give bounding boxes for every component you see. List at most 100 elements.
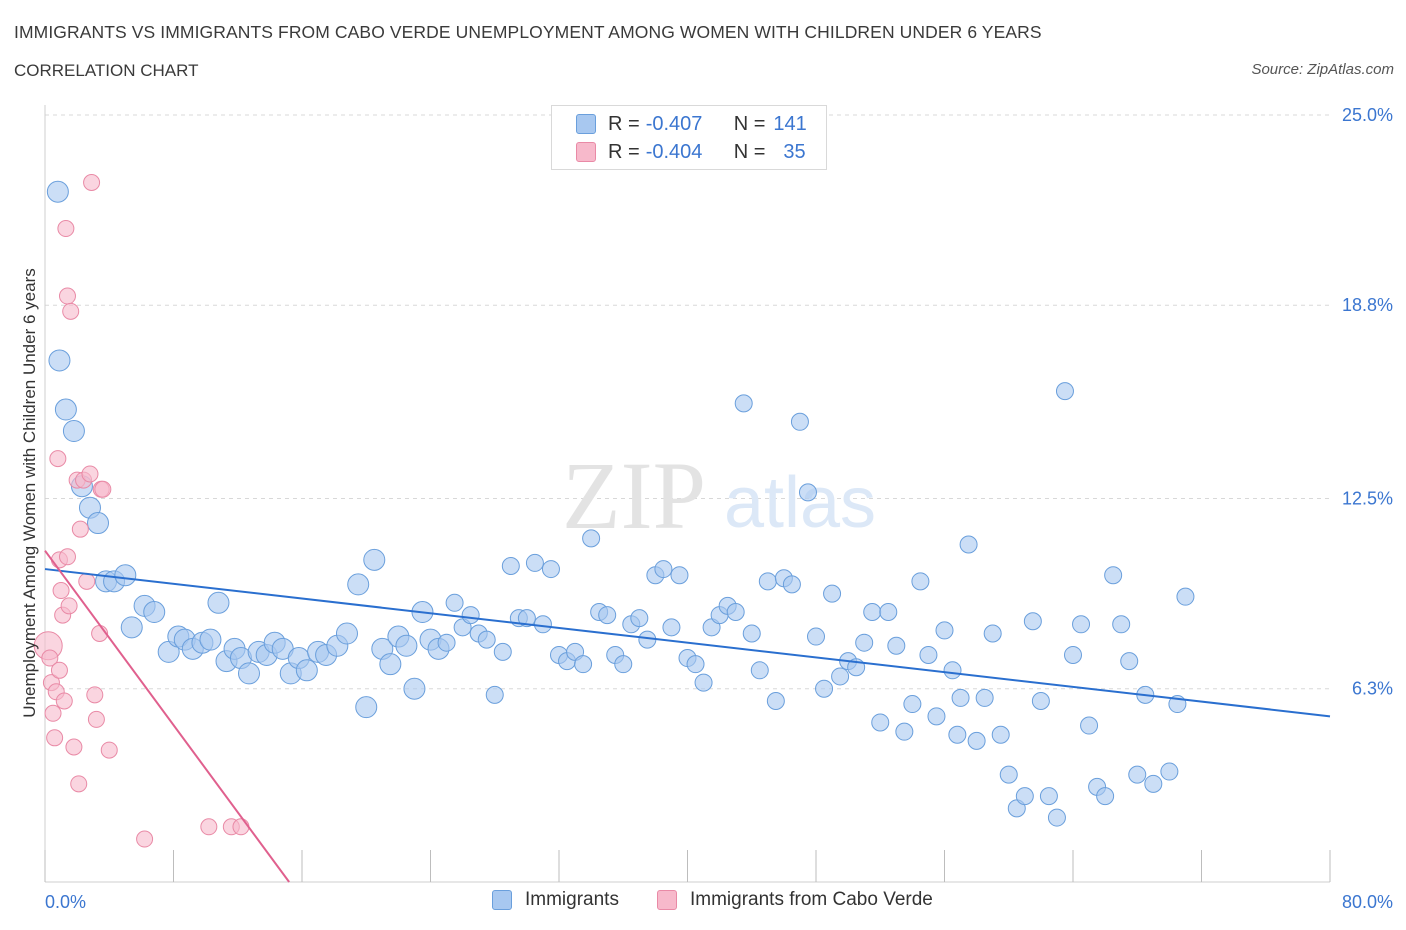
data-point-immigrants [766,691,785,710]
immigrants-points [46,180,1195,827]
data-point-immigrants [654,560,673,579]
series-legend: Immigrants Immigrants from Cabo Verde [0,889,1406,915]
data-point-immigrants [1096,787,1115,806]
data-point-immigrants [1015,787,1034,806]
x-tick-label: 80.0% [1342,892,1393,912]
data-point-immigrants [694,673,713,692]
data-point-cabo-verde [100,741,118,759]
legend-swatch-cabo-verde [576,142,596,162]
data-point-immigrants [1176,587,1195,606]
data-point-cabo-verde [87,710,105,728]
legend-r-label: R = [608,140,640,163]
data-point-immigrants [758,572,777,591]
x-tick-label: 0.0% [45,892,86,912]
data-point-immigrants [983,624,1002,643]
data-point-immigrants [395,634,418,657]
data-point-immigrants [437,633,456,652]
data-point-immigrants [823,584,842,603]
y-tick-label: 18.8% [1342,295,1393,315]
data-point-immigrants [46,180,69,203]
data-point-cabo-verde [58,287,76,305]
data-point-cabo-verde [94,480,112,498]
data-point-immigrants [782,575,801,594]
legend-row-immigrants: R = -0.407 N = 141 [576,112,807,136]
legend-n-label: N = [733,140,766,163]
data-point-immigrants [295,659,318,682]
data-point-cabo-verde [200,818,218,836]
data-point-immigrants [1120,652,1139,671]
data-point-immigrants [943,661,962,680]
data-point-immigrants [1031,691,1050,710]
data-point-cabo-verde [58,548,76,566]
data-point-cabo-verde [57,220,75,238]
trend-line-cabo-verde [44,550,290,883]
data-point-immigrants [887,636,906,655]
legend-n-value: 35 [783,140,806,163]
data-point-immigrants [1055,382,1074,401]
data-point-cabo-verde [41,649,59,667]
data-point-immigrants [1064,645,1082,664]
data-point-cabo-verde [46,729,64,747]
data-point-cabo-verde [86,686,104,704]
trend-lines [44,550,1331,883]
data-point-immigrants [1023,612,1042,631]
data-point-immigrants [461,606,480,625]
data-point-immigrants [1104,566,1123,585]
data-point-cabo-verde [71,520,89,538]
legend-item-label: Immigrants [525,889,619,910]
data-point-immigrants [614,655,633,674]
data-point-immigrants [114,564,137,587]
y-axis-label: Unemployment Among Women with Children U… [20,268,39,717]
cabo-verde-points [33,173,250,848]
data-point-immigrants [143,601,166,624]
data-point-immigrants [598,606,617,625]
data-point-immigrants [815,679,834,698]
y-tick-label: 6.3% [1352,679,1393,699]
data-point-immigrants [686,655,705,674]
data-point-immigrants [54,398,77,421]
data-point-immigrants [1128,765,1147,784]
data-point-immigrants [363,548,386,571]
data-point-immigrants [927,707,946,726]
legend-n-label: N = [733,112,766,135]
data-point-immigrants [403,677,426,700]
data-point-immigrants [62,420,85,443]
data-point-immigrants [485,685,504,704]
chart-subtitle: CORRELATION CHART [14,61,199,80]
trend-line-immigrants [44,568,1331,718]
data-point-immigrants [574,655,593,674]
watermark-zip: ZIP [562,442,706,549]
data-point-immigrants [237,662,260,685]
legend-item-cabo-verde: Immigrants from Cabo Verde [657,889,933,911]
axes [44,105,1331,883]
data-point-immigrants [790,412,809,431]
data-point-immigrants [895,722,914,741]
data-point-cabo-verde [60,597,78,615]
data-point-cabo-verde [52,582,70,600]
data-point-immigrants [948,725,967,744]
legend-n-value: 141 [773,112,807,135]
legend-item-immigrants: Immigrants [492,889,619,911]
legend-item-label: Immigrants from Cabo Verde [690,889,933,910]
legend-r-value: -0.407 [645,112,703,135]
data-point-immigrants [991,725,1010,744]
data-point-immigrants [445,593,464,612]
data-point-immigrants [831,667,850,686]
data-point-immigrants [871,713,890,732]
data-point-immigrants [975,688,994,707]
data-point-immigrants [48,349,71,372]
watermark: ZIP atlas [562,442,876,549]
data-point-immigrants [951,688,970,707]
data-point-immigrants [662,618,681,637]
data-point-immigrants [379,653,402,676]
data-point-immigrants [207,591,230,614]
data-point-immigrants [798,483,817,502]
data-point-cabo-verde [232,818,250,836]
source-note: Source: ZipAtlas.com [1251,61,1394,78]
data-point-cabo-verde [136,830,154,848]
data-point-cabo-verde [55,692,73,710]
data-point-immigrants [525,553,544,572]
data-point-immigrants [335,622,358,645]
legend-swatch-immigrants [576,114,596,134]
